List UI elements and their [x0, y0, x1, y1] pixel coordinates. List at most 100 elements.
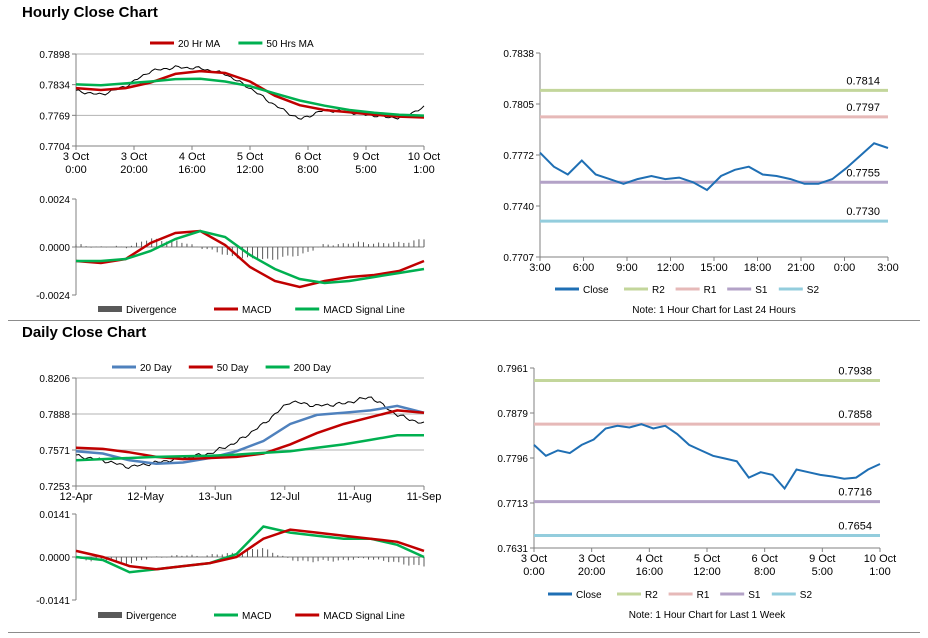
hourly-macd-legend-swatch — [98, 306, 122, 312]
hourly-price-xtick-label: 8:00 — [297, 164, 318, 176]
hourly-close-xtick-label: 3:00 — [529, 262, 550, 274]
daily-close-ytick-label: 0.7631 — [497, 544, 528, 555]
hourly-close-legend-label: R2 — [652, 285, 665, 296]
daily-price-ytick-label: 0.8206 — [39, 374, 70, 385]
hourly-price-xtick-label: 9 Oct — [353, 151, 379, 163]
hourly-close-ytick-label: 0.7740 — [503, 202, 534, 213]
hourly-close-xtick-label: 3:00 — [877, 262, 898, 274]
daily-close-xtick-label: 16:00 — [636, 566, 664, 578]
hourly-price-ytick-label: 0.7898 — [39, 50, 70, 61]
daily-macd-legend-swatch — [98, 612, 122, 618]
daily-close-ytick-label: 0.7879 — [497, 409, 528, 420]
hourly-macd-macd-line — [75, 229, 425, 289]
daily-price-ytick-label: 0.7571 — [39, 446, 70, 457]
hourly-section-title: Hourly Close Chart — [22, 4, 158, 21]
daily-close-legend-label: S2 — [800, 590, 813, 601]
daily-price-xtick-label: 11-Aug — [337, 491, 372, 503]
hourly-close-legend-label: S1 — [755, 285, 768, 296]
daily-price-xtick-label: 12-Apr — [59, 491, 92, 503]
hourly-price-20-hr-ma-line — [75, 69, 425, 119]
hourly-close-xtick-label: 12:00 — [657, 262, 685, 274]
daily-close-legend-label: S1 — [748, 590, 761, 601]
daily-price-xtick-label: 13-Jun — [198, 491, 232, 503]
daily-price-20-day-line — [75, 404, 425, 465]
hourly-price-xtick-label: 16:00 — [178, 164, 206, 176]
hourly-macd-legend-label: Divergence — [126, 305, 177, 316]
hourly-price-xtick-label: 3 Oct — [121, 151, 147, 163]
hourly-close-legend-label: R1 — [704, 285, 717, 296]
daily-close-ytick-label: 0.7961 — [497, 364, 528, 375]
hourly-close-ytick-label: 0.7805 — [503, 100, 534, 111]
daily-close-ytick-label: 0.7796 — [497, 454, 528, 465]
hourly-close-s2-label: 0.7730 — [846, 206, 880, 218]
hourly-price-ytick-label: 0.7769 — [39, 111, 70, 122]
hourly-close-ytick-label: 0.7772 — [503, 151, 534, 162]
daily-close-xtick-label: 3 Oct — [579, 553, 605, 565]
daily-close-xtick-label: 8:00 — [754, 566, 775, 578]
hourly-price-50-hrs-ma-line — [75, 77, 425, 117]
hourly-price-xtick-label: 1:00 — [413, 164, 434, 176]
hourly-close-legend-label: Close — [583, 285, 609, 296]
daily-section-title: Daily Close Chart — [22, 324, 147, 341]
daily-close-xtick-label: 12:00 — [693, 566, 721, 578]
daily-macd-ytick-label: -0.0141 — [36, 596, 70, 607]
hourly-price-legend-label: 20 Hr MA — [178, 39, 221, 50]
daily-close-xtick-label: 5:00 — [812, 566, 833, 578]
hourly-price-xtick-label: 5:00 — [355, 164, 376, 176]
hourly-close-legend-label: S2 — [807, 285, 820, 296]
daily-macd-legend-label: MACD — [242, 611, 271, 622]
hourly-close-ytick-label: 0.7838 — [503, 49, 534, 60]
hourly-close-r1-label: 0.7797 — [846, 102, 880, 114]
hourly-price-xtick-label: 0:00 — [65, 164, 86, 176]
hourly-price-xtick-label: 5 Oct — [237, 151, 263, 163]
daily-macd-macd-signal-line-line — [75, 528, 425, 571]
daily-close-s1-label: 0.7716 — [838, 487, 872, 499]
hourly-macd-macd-signal-line-line — [76, 229, 425, 285]
hourly-price-xtick-label: 6 Oct — [295, 151, 321, 163]
hourly-macd-legend-label: MACD — [242, 305, 271, 316]
daily-price-200-day-line — [75, 434, 424, 462]
daily-close-xtick-label: 5 Oct — [694, 553, 720, 565]
daily-price-legend-label: 50 Day — [217, 363, 249, 374]
hourly-close-r2-label: 0.7814 — [846, 75, 880, 87]
hourly-close-xtick-label: 15:00 — [700, 262, 728, 274]
daily-macd-legend-label: Divergence — [126, 611, 177, 622]
hourly-close-note: Note: 1 Hour Chart for Last 24 Hours — [632, 305, 795, 316]
daily-price-xtick-label: 11-Sep — [407, 491, 442, 503]
daily-close-legend-label: R2 — [645, 590, 658, 601]
daily-close-xtick-label: 6 Oct — [752, 553, 778, 565]
hourly-price-legend-label: 50 Hrs MA — [266, 39, 314, 50]
hourly-macd-ytick-label: -0.0024 — [36, 291, 70, 302]
hourly-close-xtick-label: 21:00 — [787, 262, 815, 274]
daily-close-ytick-label: 0.7713 — [497, 499, 528, 510]
hourly-price-ytick-label: 0.7834 — [39, 81, 70, 92]
daily-close-xtick-label: 0:00 — [523, 566, 544, 578]
daily-close-note: Note: 1 Hour Chart for Last 1 Week — [629, 610, 787, 621]
bottom-divider — [8, 632, 920, 633]
daily-close-xtick-label: 9 Oct — [809, 553, 835, 565]
hourly-close-close-line — [539, 142, 889, 192]
hourly-price-xtick-label: 3 Oct — [63, 151, 89, 163]
hourly-macd-ytick-label: 0.0000 — [39, 243, 70, 254]
hourly-close-xtick-label: 9:00 — [616, 262, 637, 274]
daily-price-xtick-label: 12-Jul — [270, 491, 300, 503]
daily-macd-legend-label: MACD Signal Line — [323, 611, 405, 622]
hourly-close-xtick-label: 6:00 — [573, 262, 594, 274]
hourly-close-s1-label: 0.7755 — [846, 167, 880, 179]
daily-close-r1-label: 0.7858 — [838, 409, 872, 421]
daily-close-close-line — [533, 423, 881, 491]
hourly-price-xtick-label: 20:00 — [120, 164, 148, 176]
daily-close-s2-label: 0.7654 — [838, 520, 872, 532]
hourly-price-xtick-label: 10 Oct — [408, 151, 440, 163]
hourly-macd-legend-label: MACD Signal Line — [323, 305, 405, 316]
daily-price-ytick-label: 0.7888 — [39, 410, 70, 421]
hourly-close-xtick-label: 18:00 — [744, 262, 772, 274]
hourly-close-ytick-label: 0.7707 — [503, 253, 534, 264]
daily-close-xtick-label: 4 Oct — [636, 553, 662, 565]
hourly-price-price-bars — [75, 65, 425, 120]
daily-price-legend-label: 200 Day — [294, 363, 331, 374]
